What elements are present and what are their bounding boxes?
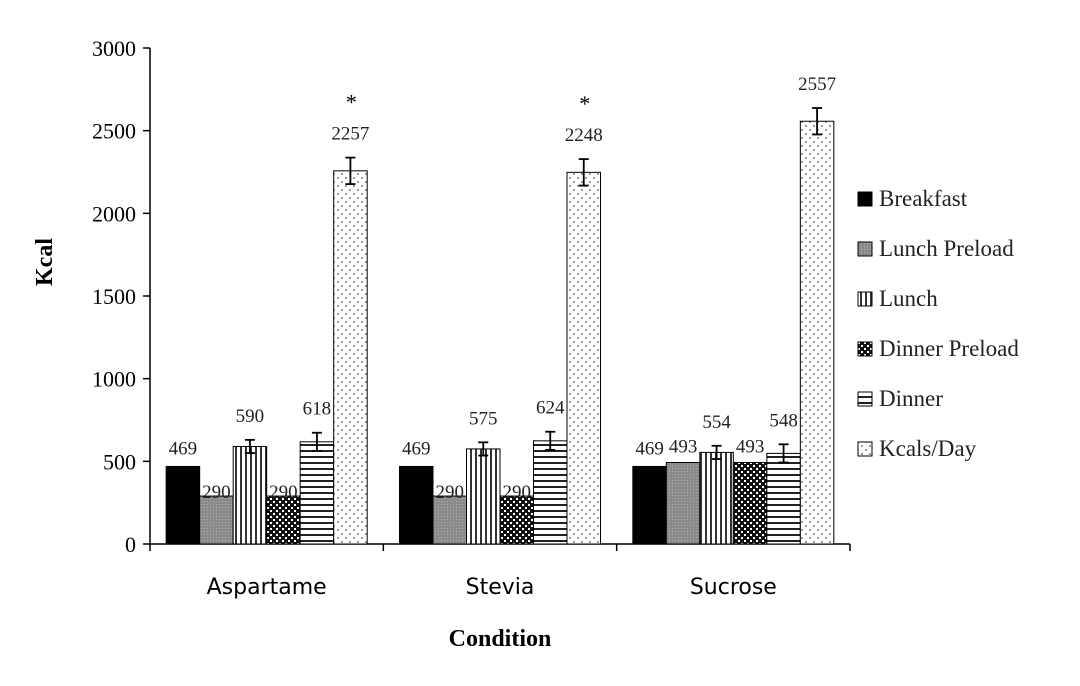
- bar-solid: [399, 465, 434, 545]
- bar-value-label: 469: [635, 438, 664, 459]
- bar-dots: [799, 120, 835, 545]
- legend-swatch-horizontal: [857, 391, 873, 407]
- bar-value-label: 469: [169, 438, 198, 459]
- bar-check: [499, 495, 534, 545]
- bars-group: [165, 120, 835, 545]
- bar-dots: [333, 170, 368, 545]
- bar-value-label: 469: [402, 438, 431, 459]
- significance-asterisk: *: [346, 90, 357, 115]
- bar-value-label: 548: [769, 410, 798, 431]
- bar-value-label: 290: [503, 482, 532, 503]
- bar-vertical: [466, 448, 501, 545]
- bar-value-label: 493: [669, 436, 698, 457]
- y-tick-label: 2000: [92, 201, 136, 226]
- bar-gray: [432, 495, 467, 545]
- legend-label: Dinner: [879, 386, 943, 411]
- error-bars-group: [244, 107, 823, 464]
- significance-asterisk: *: [579, 91, 590, 116]
- x-tick-label: Aspartame: [207, 575, 327, 600]
- x-axis-ticks: Aspartame Stevia Sucrose: [149, 544, 851, 600]
- bar-vertical: [232, 445, 268, 545]
- legend-swatch-check: [857, 341, 873, 357]
- legend-swatch-gray: [857, 241, 873, 257]
- y-tick-label: 0: [125, 532, 136, 557]
- bar-value-label: 575: [469, 408, 498, 429]
- value-labels-group: 469 290 590 290 618 2257 469 290 575 290 624 2248 46…: [169, 74, 836, 503]
- bar-value-label: 554: [702, 412, 731, 433]
- y-tick-label: 2500: [92, 119, 136, 144]
- legend-swatch-solid: [857, 191, 873, 207]
- bar-value-label: 290: [436, 482, 465, 503]
- bar-value-label: 2248: [565, 125, 603, 146]
- legend-label: Lunch Preload: [879, 236, 1014, 261]
- legend-label: Kcals/Day: [879, 436, 977, 461]
- legend-swatch-dots: [857, 441, 873, 457]
- bar-solid: [165, 465, 201, 545]
- bar-vertical: [699, 451, 734, 545]
- bar-value-label: 290: [269, 482, 298, 503]
- bar-gray: [665, 461, 701, 545]
- legend-label: Lunch: [879, 286, 938, 311]
- y-tick-label: 500: [103, 449, 136, 474]
- bar-check: [266, 495, 301, 545]
- bar-check: [732, 461, 768, 545]
- y-axis-ticks: 0 500 1000 1500 2000 2500 3000: [92, 36, 150, 557]
- bar-dots: [566, 171, 601, 545]
- bar-gray: [199, 495, 234, 545]
- legend-label: Dinner Preload: [879, 336, 1019, 361]
- bar-value-label: 2557: [798, 74, 836, 95]
- bar-horizontal: [533, 440, 568, 545]
- bar-value-label: 493: [736, 436, 765, 457]
- x-axis-label: Condition: [449, 626, 552, 652]
- bar-value-label: 590: [236, 406, 265, 427]
- bar-horizontal: [766, 452, 801, 545]
- y-tick-label: 3000: [92, 36, 136, 61]
- bar-value-label: 618: [303, 399, 332, 420]
- bar-value-label: 290: [202, 482, 231, 503]
- y-axis-label: Kcal: [32, 238, 58, 286]
- annotations-group: * *: [346, 90, 590, 116]
- legend: Breakfast Lunch Preload Lunch Dinner Preloa…: [857, 186, 1019, 461]
- y-tick-label: 1500: [92, 284, 136, 309]
- x-tick-label: Sucrose: [690, 575, 777, 600]
- legend-swatch-vertical: [857, 291, 873, 307]
- y-tick-label: 1000: [92, 367, 136, 392]
- bar-horizontal: [299, 441, 335, 545]
- bar-value-label: 2257: [331, 124, 369, 145]
- bar-value-label: 624: [536, 398, 565, 419]
- bar-solid: [632, 465, 667, 545]
- legend-label: Breakfast: [879, 186, 968, 211]
- x-tick-label: Stevia: [466, 575, 535, 600]
